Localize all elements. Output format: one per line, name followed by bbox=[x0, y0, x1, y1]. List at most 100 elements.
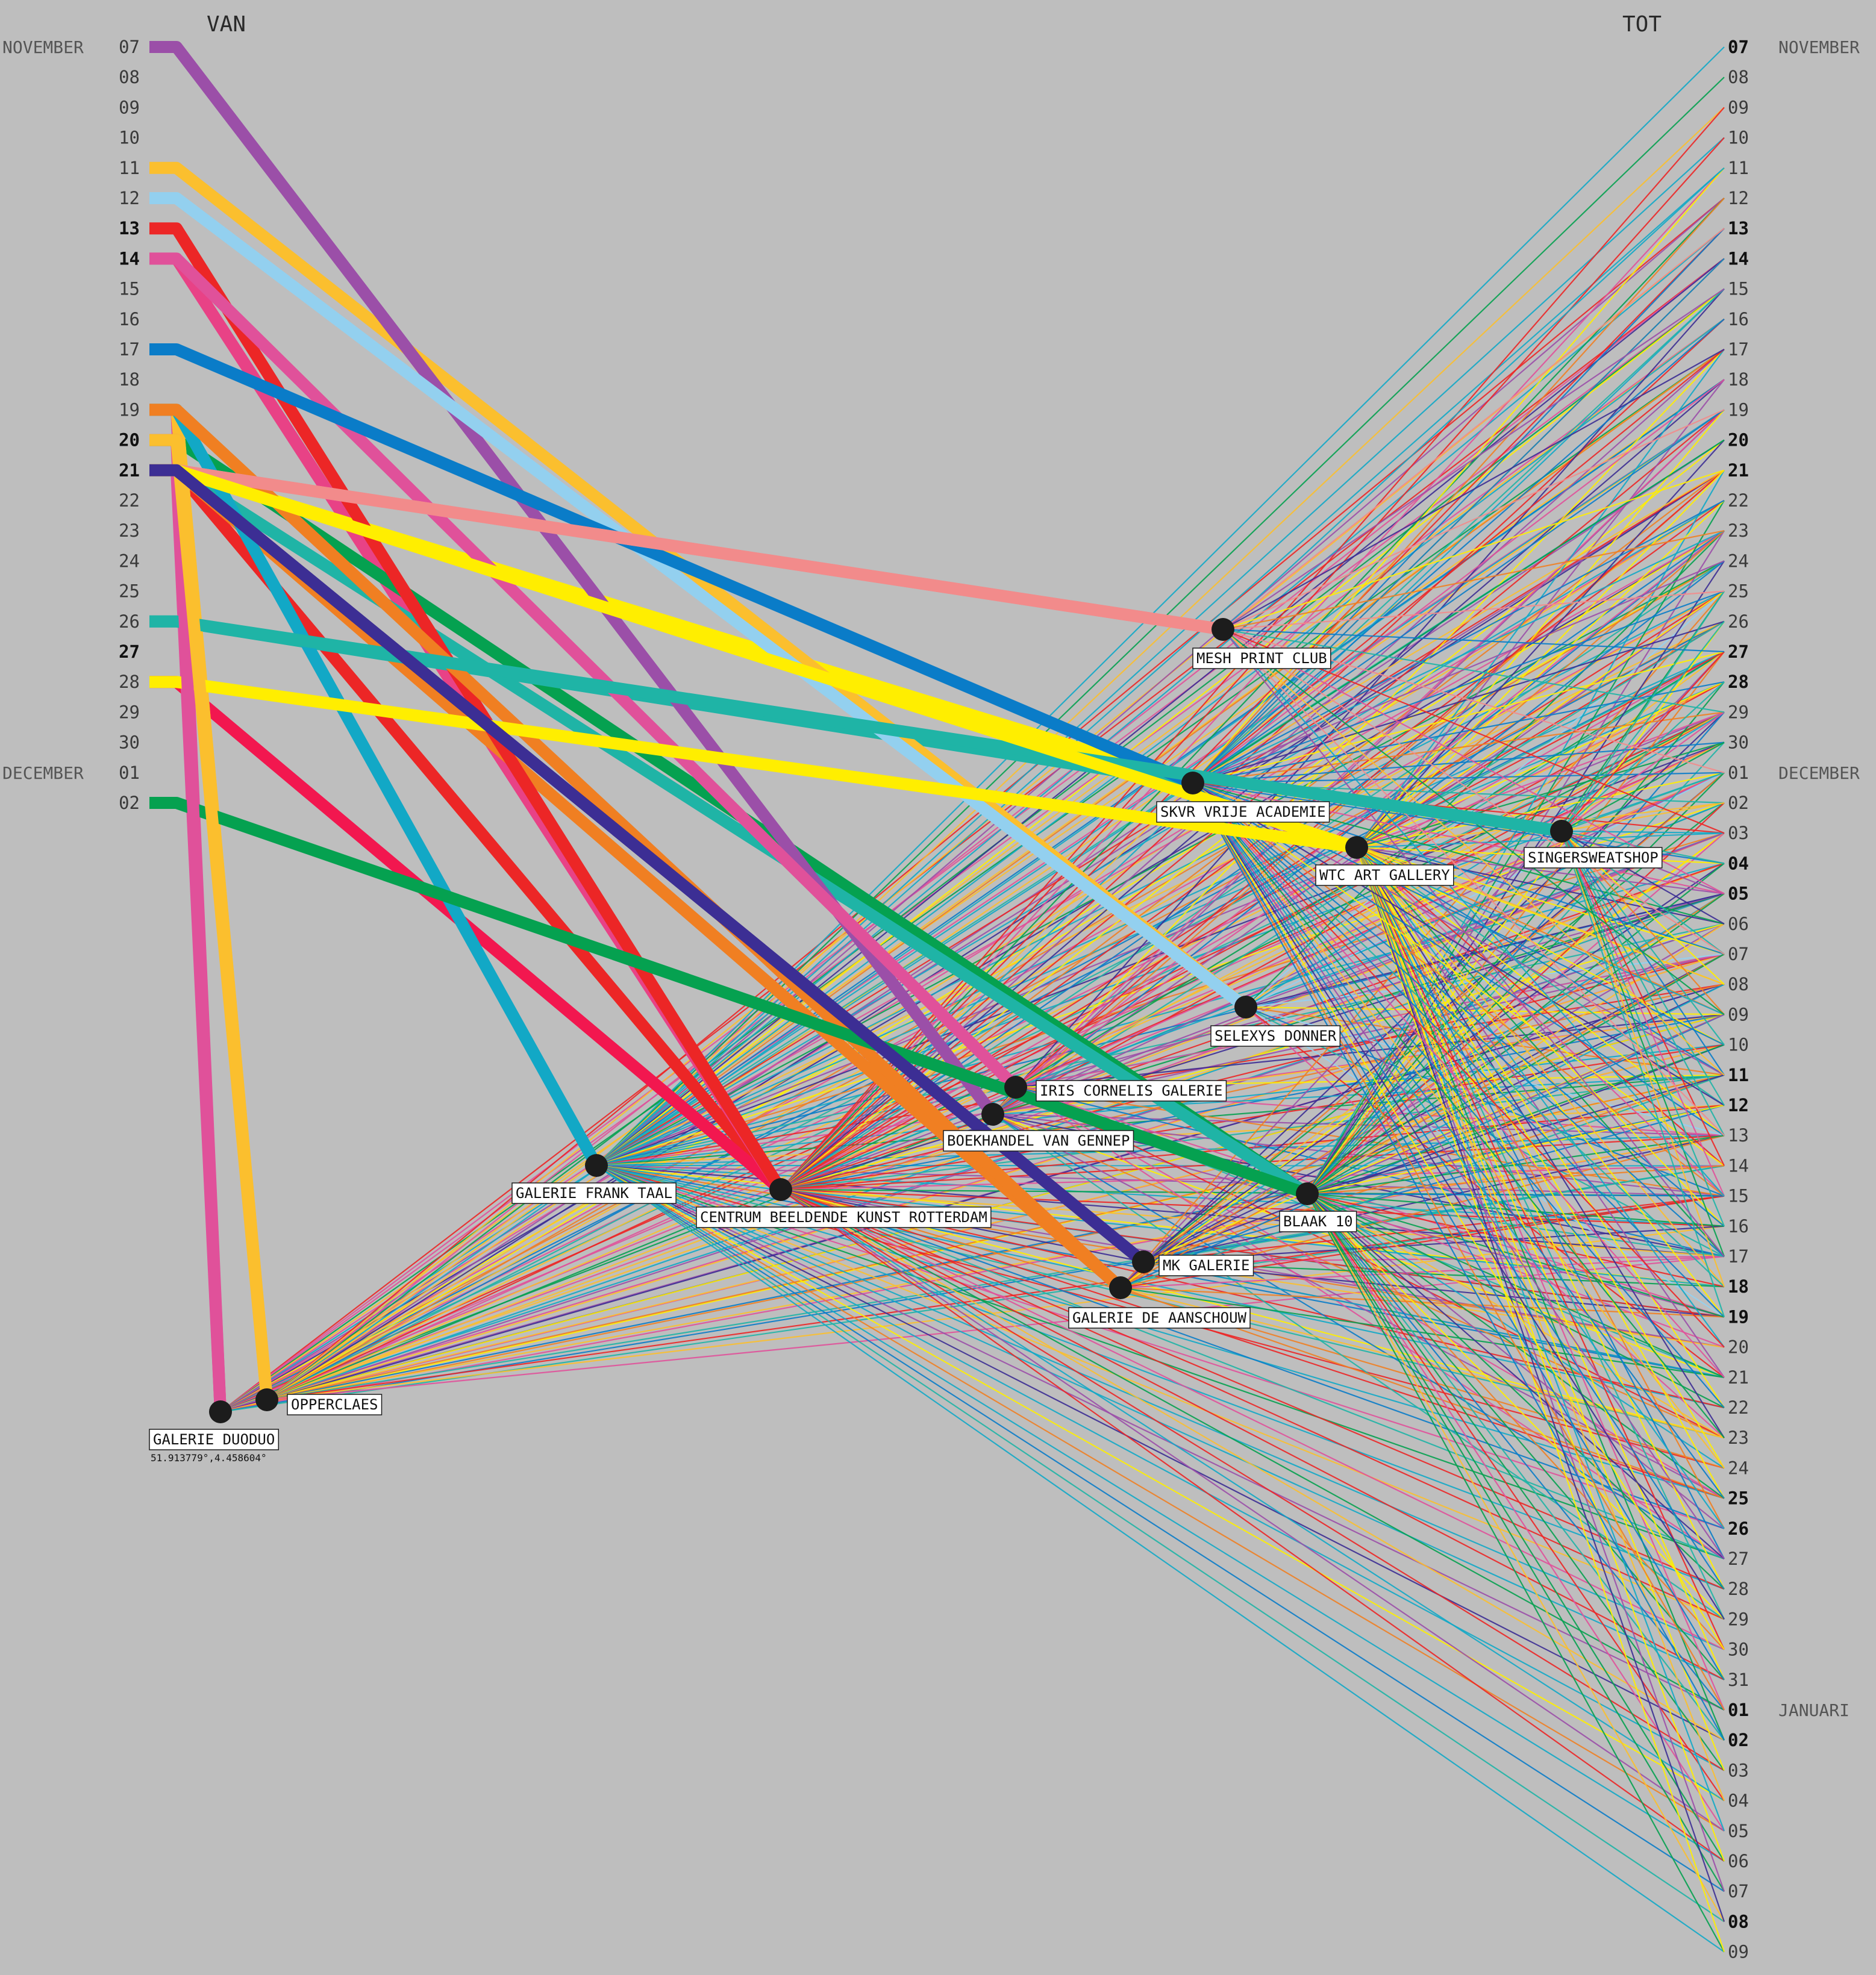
end-date-line bbox=[1355, 847, 1725, 1801]
venue-mk-galerie[interactable]: MK GALERIE bbox=[1132, 1250, 1254, 1276]
venue-dot[interactable] bbox=[585, 1154, 608, 1177]
end-date-line bbox=[780, 681, 1725, 1190]
right-day-tick: 07 bbox=[1728, 37, 1749, 57]
left-day-tick: 22 bbox=[119, 490, 140, 511]
right-day-tick: 11 bbox=[1728, 1065, 1749, 1085]
end-date-line bbox=[596, 1165, 1725, 1832]
right-day-tick: 15 bbox=[1728, 279, 1749, 299]
venue-dot[interactable] bbox=[1132, 1250, 1155, 1273]
venue-selexys-donner[interactable]: SELEXYS DONNER bbox=[1210, 996, 1341, 1047]
end-date-line bbox=[1356, 560, 1725, 848]
end-date-line bbox=[1192, 530, 1725, 784]
end-date-line bbox=[266, 530, 1725, 1400]
venue-dot[interactable] bbox=[1004, 1076, 1027, 1099]
venue-dot[interactable] bbox=[209, 1400, 232, 1423]
right-day-tick: 29 bbox=[1728, 1609, 1749, 1629]
venue-label: MK GALERIE bbox=[1163, 1257, 1250, 1274]
right-day-tick: 26 bbox=[1728, 1518, 1749, 1539]
left-day-tick: 30 bbox=[119, 732, 140, 753]
end-date-line bbox=[1143, 1044, 1725, 1263]
venue-boekhandel-van-gennep[interactable]: BOEKHANDEL VAN GENNEP bbox=[943, 1103, 1134, 1152]
venue-mesh-print-club[interactable]: MESH PRINT CLUB bbox=[1192, 618, 1331, 669]
left-day-tick: 10 bbox=[119, 128, 140, 148]
venue-centrum-beeldende-kunst-rotterdam[interactable]: CENTRUM BEELDENDE KUNST ROTTERDAM bbox=[696, 1178, 992, 1228]
right-day-tick: 30 bbox=[1728, 1640, 1749, 1660]
venue-dot[interactable] bbox=[1212, 618, 1234, 641]
right-day-tick: 21 bbox=[1728, 1367, 1749, 1388]
end-date-line bbox=[1222, 469, 1725, 631]
end-date-line bbox=[1561, 831, 1725, 1136]
venue-singersweatshop[interactable]: SINGERSWEATSHOP bbox=[1524, 820, 1663, 869]
end-date-line bbox=[992, 530, 1725, 1115]
end-date-line bbox=[1307, 1193, 1725, 1258]
venue-wtc-art-gallery[interactable]: WTC ART GALLERY bbox=[1315, 836, 1454, 886]
left-day-tick: 18 bbox=[119, 369, 140, 390]
end-date-line bbox=[596, 1165, 1725, 1862]
exhibition-start-line bbox=[149, 434, 273, 1400]
right-day-tick: 14 bbox=[1728, 248, 1749, 269]
end-date-line bbox=[1356, 832, 1725, 849]
end-date-line bbox=[1307, 923, 1725, 1194]
right-day-tick: 28 bbox=[1728, 1579, 1749, 1599]
end-date-line bbox=[1560, 831, 1725, 1197]
end-date-line bbox=[780, 409, 1725, 1190]
end-date-line bbox=[780, 500, 1725, 1190]
right-day-tick: 27 bbox=[1728, 1549, 1749, 1569]
end-date-line bbox=[1143, 1195, 1725, 1263]
end-date-line bbox=[266, 1195, 1725, 1401]
venue-dot[interactable] bbox=[255, 1388, 278, 1411]
end-date-line bbox=[1192, 772, 1725, 784]
end-date-line bbox=[1222, 590, 1725, 631]
venue-label-box bbox=[1210, 1025, 1341, 1047]
venue-dot[interactable] bbox=[981, 1103, 1004, 1126]
end-date-line bbox=[780, 1188, 1725, 1499]
end-date-line bbox=[1307, 560, 1725, 1194]
end-date-line bbox=[1561, 741, 1725, 832]
venue-galerie-frank-taal[interactable]: GALERIE FRANK TAAL bbox=[511, 1154, 677, 1204]
left-day-tick: 27 bbox=[119, 641, 140, 662]
right-day-tick: 23 bbox=[1728, 520, 1749, 541]
end-date-line bbox=[596, 1165, 1725, 1923]
right-day-tick: 09 bbox=[1728, 1004, 1749, 1025]
end-date-line bbox=[1192, 288, 1725, 784]
venue-dot[interactable] bbox=[1550, 820, 1573, 843]
left-day-tick: 09 bbox=[119, 97, 140, 117]
right-day-tick: 11 bbox=[1728, 158, 1749, 178]
venue-iris-cornelis-galerie[interactable]: IRIS CORNELIS GALERIE bbox=[1004, 1076, 1227, 1102]
venue-dot[interactable] bbox=[1181, 772, 1204, 794]
end-date-line bbox=[780, 1188, 1725, 1469]
right-day-tick: 07 bbox=[1728, 1881, 1749, 1902]
left-day-tick: 01 bbox=[119, 763, 140, 783]
end-date-line bbox=[1307, 893, 1725, 1194]
end-date-line bbox=[596, 923, 1725, 1167]
venue-label-box bbox=[1156, 801, 1330, 823]
end-date-line bbox=[1307, 1193, 1725, 1832]
end-date-line bbox=[596, 198, 1725, 1166]
venue-galerie-duoduo[interactable]: GALERIE DUODUO 51.913779°,4.458604° bbox=[149, 1400, 280, 1464]
venue-dot[interactable] bbox=[1109, 1276, 1132, 1299]
end-date-line bbox=[1192, 228, 1725, 784]
end-date-line bbox=[1307, 1193, 1725, 1711]
end-date-line bbox=[1356, 847, 1725, 1559]
venue-label: BLAAK 10 bbox=[1283, 1213, 1353, 1230]
end-date-line bbox=[1307, 681, 1725, 1194]
venue-dot[interactable] bbox=[1234, 996, 1257, 1019]
venue-dot[interactable] bbox=[1296, 1182, 1319, 1205]
right-day-tick: 03 bbox=[1728, 823, 1749, 843]
venue-opperclaes[interactable]: OPPERCLAES bbox=[255, 1388, 383, 1415]
end-date-line bbox=[1356, 847, 1725, 1167]
right-day-tick: 02 bbox=[1728, 1730, 1749, 1750]
venue-label-box bbox=[511, 1182, 677, 1204]
right-day-tick: 31 bbox=[1728, 1670, 1749, 1690]
right-day-tick: 01 bbox=[1728, 1700, 1749, 1720]
left-day-tick: 19 bbox=[119, 399, 140, 420]
venue-skvr-vrije-academie[interactable]: SKVR VRIJE ACADEMIE bbox=[1156, 772, 1330, 823]
end-date-line bbox=[266, 409, 1725, 1400]
end-date-line bbox=[1356, 530, 1725, 848]
venue-blaak-10[interactable]: BLAAK 10 bbox=[1279, 1182, 1357, 1232]
venue-dot[interactable] bbox=[769, 1178, 792, 1201]
venue-dot[interactable] bbox=[1345, 836, 1368, 859]
tot-heading: TOT bbox=[1622, 12, 1662, 37]
venue-galerie-de-aanschouw[interactable]: GALERIE DE AANSCHOUW bbox=[1068, 1276, 1251, 1329]
